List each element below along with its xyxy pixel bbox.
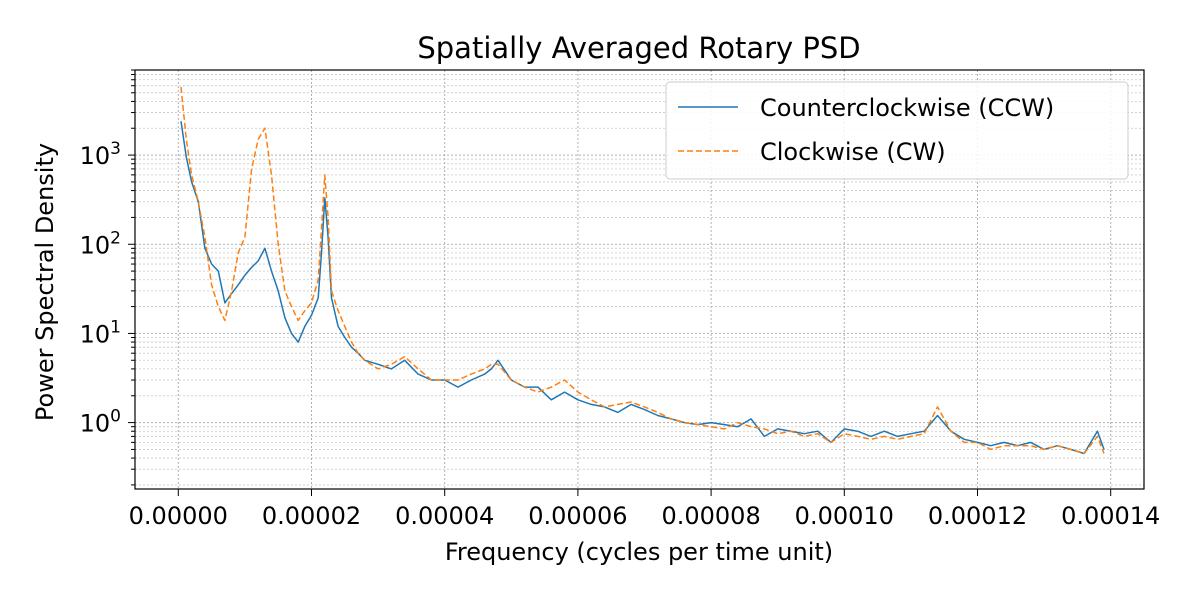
series-line-cw [180,86,1105,455]
y-tick-label: 100 [80,407,121,438]
chart-title: Spatially Averaged Rotary PSD [417,31,860,65]
x-tick-label: 0.00000 [129,502,228,530]
legend-frame [665,81,1129,180]
x-tick-label: 0.00012 [928,502,1027,530]
legend-label-ccw: Counterclockwise (CCW) [760,94,1054,122]
tick-layer: 0.00000 0.00002 0.00004 0.00006 0.00008 0.000… [80,69,1160,530]
x-tick-label: 0.00010 [795,502,894,530]
x-tick-label: 0.00006 [528,502,627,530]
y-tick-label: 102 [80,228,121,259]
x-axis-label: Frequency (cycles per time unit) [445,538,833,566]
series-layer [180,86,1105,455]
x-tick-label: 0.00004 [395,502,494,530]
y-tick-label: 103 [80,139,121,170]
y-tick-label: 101 [80,317,121,348]
y-axis-label: Power Spectral Density [31,143,59,421]
x-tick-label: 0.00002 [262,502,361,530]
legend-label-cw: Clockwise (CW) [760,138,946,166]
series-line-ccw [180,121,1105,455]
x-tick-label: 0.00008 [661,502,760,530]
legend: Counterclockwise (CCW) Clockwise (CW) [665,81,1129,180]
x-tick-label: 0.00014 [1061,502,1160,530]
